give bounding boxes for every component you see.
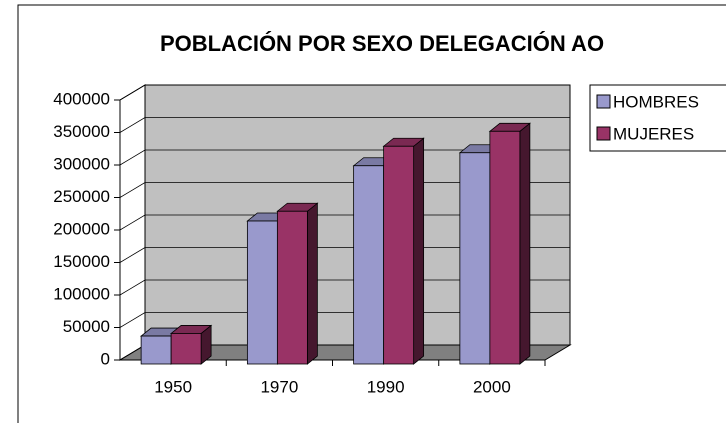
bar-side bbox=[413, 137, 425, 365]
x-tick-label: 2000 bbox=[473, 377, 511, 396]
bar bbox=[169, 324, 213, 365]
x-tick-label: 1990 bbox=[367, 377, 405, 396]
y-tick-label: 50000 bbox=[63, 317, 110, 336]
y-tick-label: 150000 bbox=[53, 252, 110, 271]
bar-side bbox=[306, 202, 318, 365]
bar-front bbox=[459, 152, 491, 365]
y-tick-label: 0 bbox=[101, 349, 110, 368]
y-tick-label: 350000 bbox=[53, 122, 110, 141]
bar-front bbox=[489, 130, 521, 365]
x-tick-label: 1950 bbox=[154, 377, 192, 396]
legend-swatch bbox=[596, 126, 611, 141]
legend-box bbox=[589, 84, 726, 152]
y-tick-label: 400000 bbox=[53, 89, 110, 108]
legend-label: HOMBRES bbox=[613, 92, 699, 111]
bar bbox=[382, 137, 425, 365]
grid-line bbox=[119, 84, 570, 101]
bar-side bbox=[519, 122, 531, 365]
bar-front bbox=[383, 145, 415, 365]
bar-front bbox=[276, 210, 308, 365]
grid-line bbox=[119, 149, 570, 166]
y-tick-label: 200000 bbox=[53, 219, 110, 238]
grid-line bbox=[119, 247, 570, 263]
bar-front bbox=[140, 335, 172, 365]
bar bbox=[276, 202, 319, 365]
grid-line bbox=[119, 279, 570, 296]
x-tick-label: 1970 bbox=[260, 377, 298, 396]
legend-label: MUJERES bbox=[613, 124, 694, 143]
y-tick-label: 100000 bbox=[53, 284, 110, 303]
legend-swatch bbox=[596, 94, 611, 109]
bar-front bbox=[353, 165, 385, 365]
grid-line bbox=[119, 182, 570, 198]
bar bbox=[488, 122, 532, 365]
bar-front bbox=[170, 333, 202, 365]
grid-line bbox=[119, 312, 570, 328]
bar-front bbox=[246, 220, 278, 365]
grid-line bbox=[119, 117, 570, 133]
y-tick-label: 300000 bbox=[53, 154, 110, 173]
grid-line bbox=[119, 214, 570, 231]
chart-title: POBLACIÓN POR SEXO DELEGACIÓN AO bbox=[160, 31, 604, 56]
y-tick-label: 250000 bbox=[53, 187, 110, 206]
